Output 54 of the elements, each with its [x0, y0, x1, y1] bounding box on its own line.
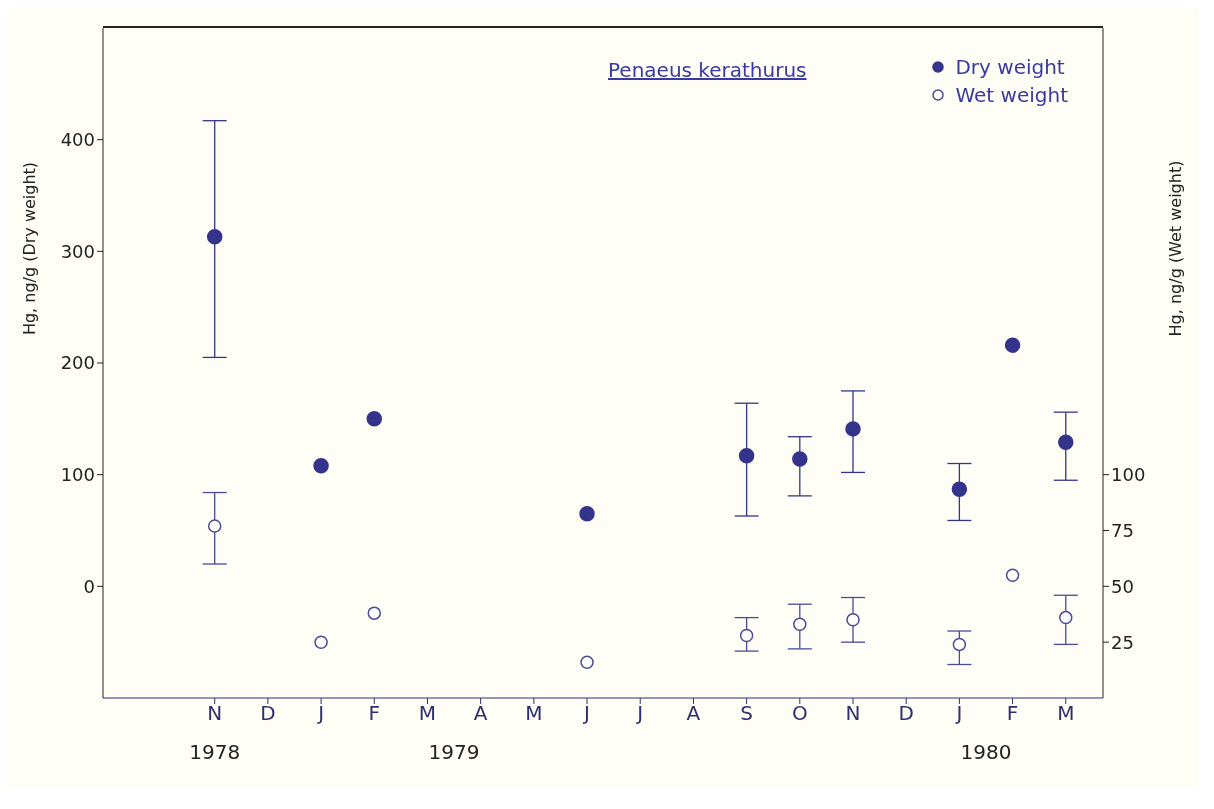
- x-tick-label: J: [954, 701, 963, 726]
- point: [952, 637, 967, 652]
- x-tick-label: N: [845, 701, 861, 726]
- x-tick-label: A: [473, 701, 488, 726]
- x-tick-label: M: [525, 701, 543, 726]
- text: 1980: [959, 740, 1013, 764]
- x-tick-label: M: [1057, 701, 1075, 726]
- x-tick-label: D: [898, 701, 914, 726]
- point: [793, 617, 807, 632]
- x-tick-label: F: [1006, 701, 1019, 726]
- point: [738, 447, 755, 464]
- y2-tick-label: 100: [1111, 464, 1146, 486]
- point: [207, 519, 222, 533]
- point: [846, 613, 860, 627]
- x-tick-label: J: [316, 701, 325, 726]
- point: [739, 628, 754, 643]
- legend-label: Wet weight: [955, 82, 1068, 109]
- point: [1059, 610, 1073, 625]
- point: [579, 506, 595, 522]
- y2-axis-title: Hg, ng/g (Wet weight): [1166, 160, 1186, 336]
- point: [313, 457, 329, 474]
- text: 1978: [188, 740, 242, 764]
- x-tick-label: S: [740, 701, 753, 726]
- y-tick-label: 200: [60, 352, 95, 374]
- y2-tick-label: 50: [1111, 575, 1134, 597]
- y2-tick-label: 75: [1111, 519, 1134, 541]
- x-tick-label: J: [635, 701, 644, 726]
- x-tick-label: A: [686, 701, 701, 726]
- y-tick-label: 300: [60, 240, 95, 262]
- text: 1979: [427, 740, 481, 764]
- point: [1005, 568, 1020, 582]
- y-tick-label: 100: [60, 464, 95, 486]
- point: [366, 411, 383, 427]
- point: [845, 421, 861, 437]
- y2-tick-label: 25: [1111, 631, 1134, 653]
- x-tick-label: D: [260, 701, 276, 726]
- point: [206, 229, 223, 245]
- x-tick-label: N: [207, 701, 223, 726]
- y-axis-title: Hg, ng/g (Dry weight): [20, 161, 40, 335]
- y-tick-label: 400: [60, 129, 95, 151]
- point: [314, 635, 328, 649]
- legend-label: Dry weight: [955, 54, 1065, 81]
- x-tick-label: F: [368, 701, 381, 726]
- point: [580, 655, 594, 670]
- point: [792, 451, 808, 467]
- text: Penaeus kerathurus: [608, 58, 807, 82]
- y-tick-label: 0: [83, 575, 95, 597]
- x-tick-label: M: [418, 701, 437, 726]
- x-tick-label: J: [582, 701, 590, 726]
- point: [1058, 434, 1074, 451]
- x-tick-label: O: [791, 701, 808, 726]
- point: [1004, 337, 1021, 353]
- point: [367, 606, 382, 620]
- point: [951, 481, 968, 497]
